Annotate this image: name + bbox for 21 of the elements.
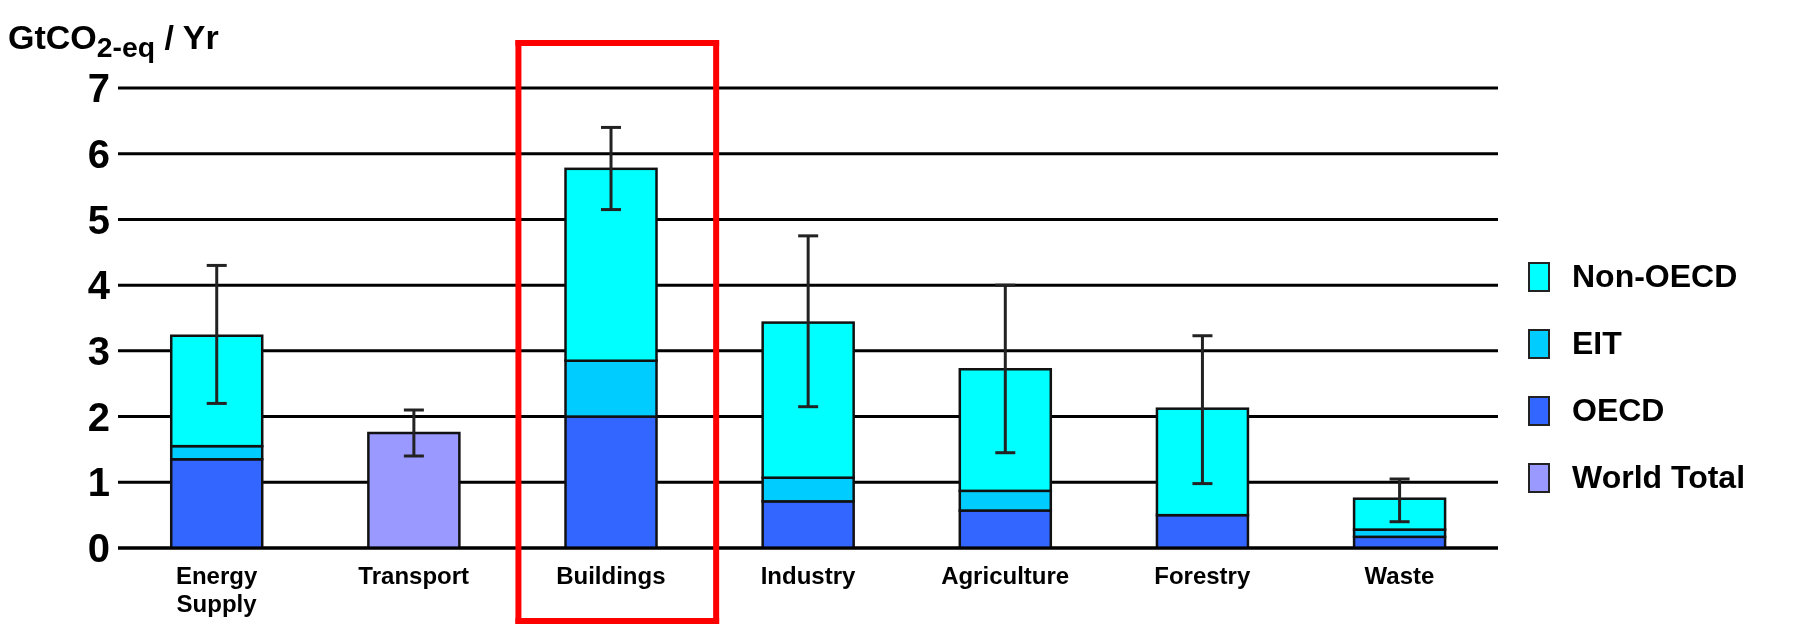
x-tick-label: Transport bbox=[358, 562, 470, 589]
y-tick-label: 6 bbox=[87, 131, 110, 176]
legend-label: Non-OECD bbox=[1572, 258, 1738, 295]
y-tick-label: 1 bbox=[87, 460, 110, 505]
y-tick-label: 7 bbox=[87, 66, 110, 111]
y-tick-label: 5 bbox=[87, 197, 110, 242]
bar bbox=[367, 431, 461, 548]
y-tick-label: 4 bbox=[87, 263, 111, 308]
y-tick-label: 2 bbox=[87, 394, 110, 439]
legend-label: World Total bbox=[1572, 459, 1746, 496]
y-axis-title: GtCO$_{2-eq}$ / Yr bbox=[8, 18, 219, 64]
legend-label: OECD bbox=[1572, 392, 1665, 429]
x-tick-label: Forestry bbox=[1154, 562, 1251, 589]
x-tick-label: Waste bbox=[1364, 562, 1435, 589]
y-tick-label: 0 bbox=[87, 526, 110, 571]
x-tick-label: Buildings bbox=[556, 562, 666, 589]
legend-label: EIT bbox=[1572, 325, 1622, 362]
y-tick-label: 3 bbox=[87, 329, 110, 374]
x-tick-label: Energy Supply bbox=[175, 562, 258, 617]
x-tick-label: Agriculture bbox=[941, 562, 1070, 589]
x-tick-label: Industry bbox=[760, 562, 856, 589]
